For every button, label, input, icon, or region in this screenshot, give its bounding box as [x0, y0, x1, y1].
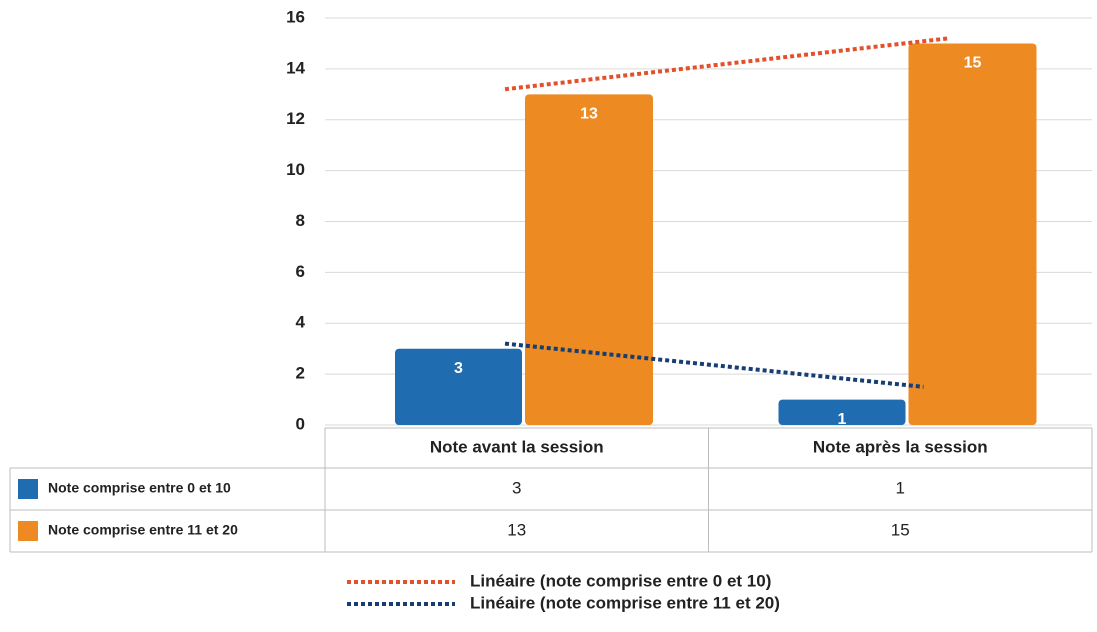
- y-tick-label: 4: [296, 313, 306, 332]
- legend-label: Linéaire (note comprise entre 11 et 20): [470, 593, 780, 612]
- y-tick-label: 6: [296, 262, 305, 281]
- x-tick-label: Note avant la session: [430, 437, 604, 456]
- y-tick-label: 10: [286, 160, 305, 179]
- legend-label: Note comprise entre 11 et 20: [48, 522, 238, 538]
- y-tick-label: 14: [286, 58, 305, 77]
- bar-label: 13: [580, 106, 598, 123]
- trendline: [504, 36, 949, 92]
- bar: [395, 348, 522, 425]
- legend-label: Linéaire (note comprise entre 0 et 10): [470, 571, 771, 590]
- y-tick-label: 0: [296, 414, 305, 433]
- y-tick-label: 12: [286, 109, 305, 128]
- bar: [525, 94, 653, 425]
- legend-swatch: [18, 479, 38, 499]
- legend-label: Note comprise entre 0 et 10: [48, 480, 231, 496]
- legend-swatch: [18, 521, 38, 541]
- bar: [908, 43, 1037, 425]
- bar-label: 15: [964, 55, 982, 72]
- y-tick-label: 2: [296, 364, 305, 383]
- trendline: [504, 341, 924, 389]
- bar-label: 1: [838, 411, 847, 428]
- x-tick-label: Note après la session: [813, 437, 988, 456]
- table-cell: 3: [512, 478, 521, 497]
- table-cell: 13: [507, 520, 526, 539]
- table-cell: 1: [896, 478, 905, 497]
- bar: [778, 399, 906, 425]
- table-cell: 15: [891, 520, 910, 539]
- y-tick-label: 16: [286, 7, 305, 26]
- bar-label: 3: [454, 360, 463, 377]
- y-tick-label: 8: [296, 211, 305, 230]
